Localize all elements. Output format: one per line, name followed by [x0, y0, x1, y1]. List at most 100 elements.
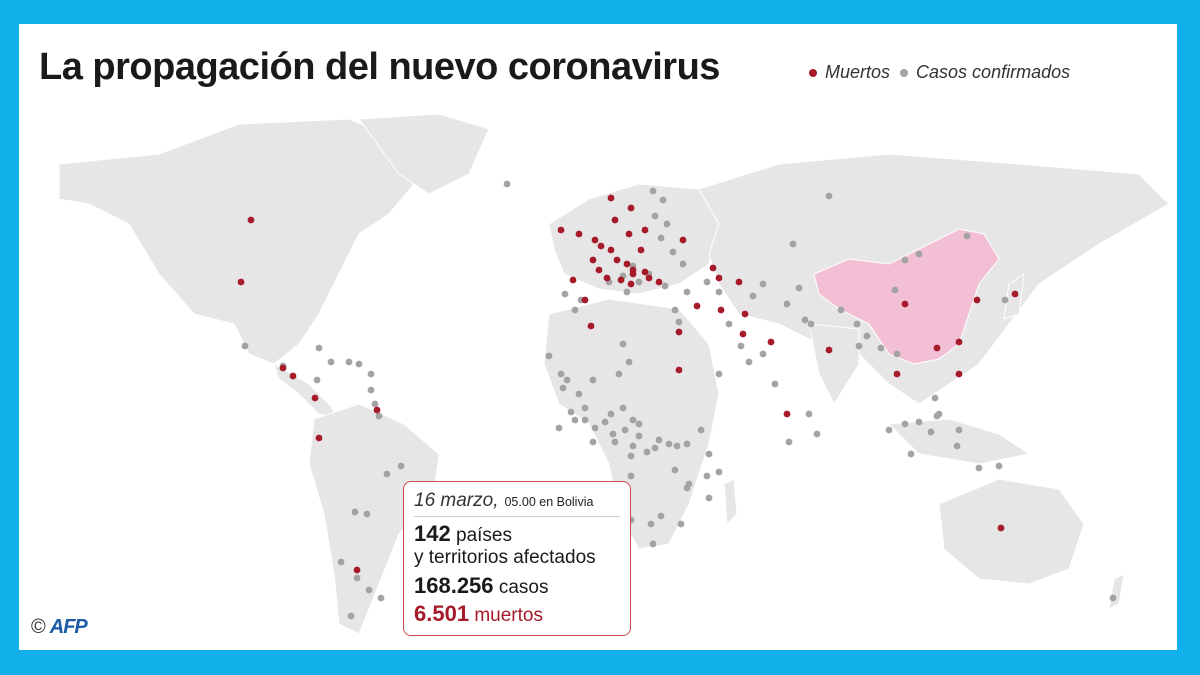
death-marker — [279, 364, 287, 372]
case-marker — [567, 408, 575, 416]
death-marker — [893, 370, 901, 378]
case-marker — [863, 332, 871, 340]
cases-number: 168.256 — [414, 573, 494, 598]
case-marker — [353, 574, 361, 582]
case-marker — [655, 436, 663, 444]
death-marker — [627, 204, 635, 212]
north-america-land — [58, 118, 415, 365]
case-marker — [697, 426, 705, 434]
case-marker — [673, 442, 681, 450]
death-marker — [675, 328, 683, 336]
case-marker — [907, 450, 915, 458]
deaths-dots-layer — [237, 194, 1019, 574]
case-marker — [1109, 594, 1117, 602]
countries-line: 142 países — [414, 523, 620, 547]
case-marker — [627, 452, 635, 460]
case-marker — [715, 288, 723, 296]
case-marker — [575, 390, 583, 398]
case-marker — [557, 370, 565, 378]
case-marker — [715, 468, 723, 476]
case-marker — [795, 284, 803, 292]
death-marker — [627, 280, 635, 288]
deaths-dot-icon — [809, 68, 817, 77]
case-marker — [1001, 296, 1009, 304]
case-marker — [783, 300, 791, 308]
case-marker — [715, 370, 723, 378]
death-marker — [629, 270, 637, 278]
case-marker — [629, 416, 637, 424]
death-marker — [595, 266, 603, 274]
death-marker — [373, 406, 381, 414]
death-marker — [741, 310, 749, 318]
case-marker — [885, 426, 893, 434]
death-marker — [693, 302, 701, 310]
stats-box: 16 marzo, 05.00 en Bolivia 142 países y … — [403, 481, 631, 636]
case-marker — [571, 306, 579, 314]
case-marker — [915, 418, 923, 426]
case-marker — [891, 286, 899, 294]
death-marker — [997, 524, 1005, 532]
countries-text-1: países — [456, 525, 512, 546]
case-marker — [367, 370, 375, 378]
cases-text: casos — [498, 577, 549, 598]
death-marker — [587, 322, 595, 330]
case-marker — [671, 466, 679, 474]
case-marker — [661, 282, 669, 290]
case-marker — [665, 440, 673, 448]
case-marker — [377, 594, 385, 602]
case-marker — [671, 306, 679, 314]
case-marker — [581, 416, 589, 424]
case-marker — [623, 288, 631, 296]
death-marker — [597, 242, 605, 250]
greenland-land — [358, 113, 490, 195]
new-zealand-land — [1108, 573, 1125, 610]
case-marker — [893, 350, 901, 358]
death-marker — [1011, 290, 1019, 298]
case-marker — [355, 360, 363, 368]
case-marker — [953, 442, 961, 450]
cases-line: 168.256 casos — [414, 575, 620, 599]
report-time: 05.00 en Bolivia — [504, 495, 594, 509]
world-map — [58, 113, 1170, 635]
death-marker — [611, 216, 619, 224]
legend-item-deaths: Muertos — [809, 62, 890, 83]
death-marker — [901, 300, 909, 308]
cases-dot-icon — [900, 68, 909, 77]
case-marker — [313, 376, 321, 384]
case-marker — [635, 278, 643, 286]
case-marker — [901, 420, 909, 428]
case-marker — [563, 376, 571, 384]
case-marker — [725, 320, 733, 328]
case-marker — [337, 558, 345, 566]
case-marker — [649, 187, 657, 195]
death-marker — [569, 276, 577, 284]
death-marker — [607, 194, 615, 202]
death-marker — [767, 338, 775, 346]
case-marker — [807, 320, 815, 328]
case-marker — [915, 250, 923, 258]
death-marker — [603, 274, 611, 282]
death-marker — [825, 346, 833, 354]
case-marker — [995, 462, 1003, 470]
case-marker — [679, 260, 687, 268]
death-marker — [637, 246, 645, 254]
case-marker — [825, 192, 833, 200]
death-marker — [955, 338, 963, 346]
india-land — [808, 323, 860, 406]
case-marker — [963, 232, 971, 240]
death-marker — [237, 278, 245, 286]
case-marker — [619, 404, 627, 412]
death-marker — [247, 216, 255, 224]
credit: © AFP — [31, 616, 88, 639]
death-marker — [675, 366, 683, 374]
death-marker — [625, 230, 633, 238]
case-marker — [669, 248, 677, 256]
case-marker — [813, 430, 821, 438]
death-marker — [289, 372, 297, 380]
case-marker — [647, 520, 655, 528]
case-marker — [601, 418, 609, 426]
case-marker — [649, 540, 657, 548]
case-marker — [363, 510, 371, 518]
date-line: 16 marzo, 05.00 en Bolivia — [414, 490, 620, 512]
case-marker — [347, 612, 355, 620]
